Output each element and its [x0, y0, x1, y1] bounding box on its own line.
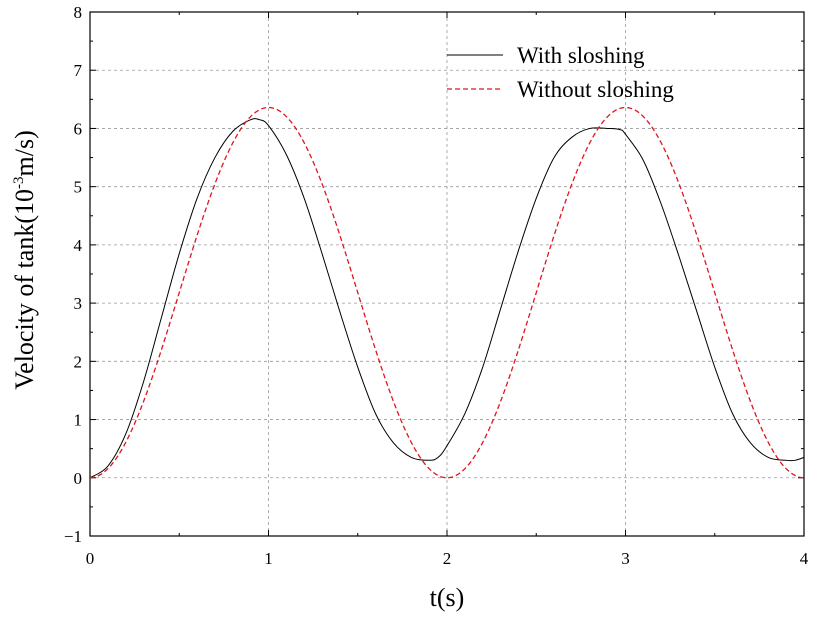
y-tick-label: 3: [74, 294, 83, 313]
y-tick-label: −1: [64, 527, 82, 546]
y-tick-label: 1: [74, 411, 83, 430]
y-axis-label-superscript: -3: [11, 177, 27, 190]
y-axis-label-tail: m/s): [10, 130, 39, 176]
y-tick-label: 5: [74, 178, 83, 197]
y-tick-label: 7: [74, 61, 83, 80]
y-tick-label: 8: [74, 3, 83, 22]
y-tick-label: 6: [74, 119, 83, 138]
y-tick-label: 0: [74, 469, 83, 488]
legend: With sloshing Without sloshing: [447, 43, 674, 102]
x-axis-label: t(s): [430, 583, 465, 612]
x-tick-label: 2: [443, 549, 452, 568]
legend-label-without-sloshing: Without sloshing: [517, 77, 674, 102]
grid: [90, 12, 804, 536]
series-layer: [89, 106, 805, 479]
series-with-sloshing-line: [89, 118, 805, 479]
x-tick-label: 4: [800, 549, 809, 568]
y-axis-label: Velocity of tank(10-3m/s): [10, 130, 39, 389]
y-axis-label-main: Velocity of tank(10: [10, 189, 39, 390]
x-tick-label: 1: [264, 549, 273, 568]
y-tick-label: 2: [74, 352, 83, 371]
x-tick-label: 0: [86, 549, 95, 568]
y-tick-label: 4: [74, 236, 83, 255]
series-without-sloshing-line: [89, 106, 805, 479]
legend-label-with-sloshing: With sloshing: [517, 43, 645, 68]
x-tick-label: 3: [621, 549, 630, 568]
